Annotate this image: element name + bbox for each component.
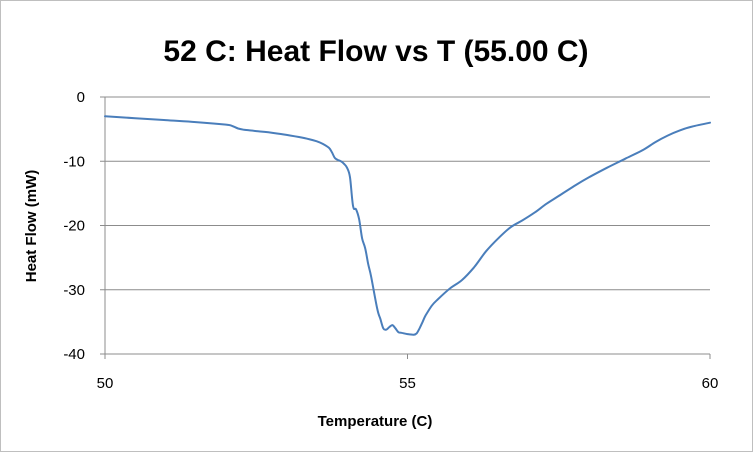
series-line-heat-flow [104, 115, 711, 336]
x-tick-label: 60 [702, 375, 719, 392]
x-tick-label: 50 [97, 375, 114, 392]
x-tick-labels: 50 55 60 [97, 375, 719, 392]
y-tick-label: -40 [63, 346, 85, 363]
x-axis-label: Temperature (C) [318, 413, 433, 430]
y-tick-label: -10 [63, 153, 85, 170]
y-tick-labels: 0 -10 -20 -30 -40 [63, 89, 85, 363]
y-tick-label: 0 [77, 89, 85, 106]
y-axis-label: Heat Flow (mW) [23, 170, 40, 283]
y-tick-label: -30 [63, 282, 85, 299]
y-tick-label: -20 [63, 218, 85, 235]
chart-title: 52 C: Heat Flow vs T (55.00 C) [163, 35, 588, 68]
gridlines [100, 96, 710, 355]
axes [104, 97, 711, 359]
x-tick-label: 55 [399, 375, 416, 392]
